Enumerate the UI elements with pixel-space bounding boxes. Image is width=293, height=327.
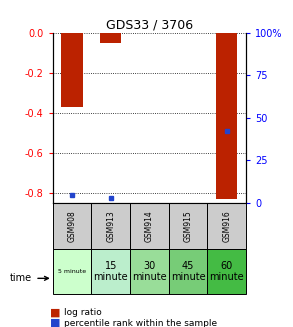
Bar: [207, 203, 246, 249]
Bar: [91, 249, 130, 294]
Bar: [216, 33, 237, 199]
Text: GSM908: GSM908: [68, 210, 76, 242]
Text: 60
minute: 60 minute: [209, 261, 244, 282]
Text: 45
minute: 45 minute: [171, 261, 205, 282]
Text: percentile rank within the sample: percentile rank within the sample: [64, 318, 218, 327]
Text: 30
minute: 30 minute: [132, 261, 167, 282]
Text: GSM913: GSM913: [106, 210, 115, 242]
Text: log ratio: log ratio: [64, 308, 102, 317]
Bar: [53, 249, 91, 294]
Bar: [130, 249, 169, 294]
Bar: [62, 33, 83, 107]
Bar: [91, 203, 130, 249]
Text: ■: ■: [50, 318, 60, 327]
Text: 15
minute: 15 minute: [93, 261, 128, 282]
Text: 5 minute: 5 minute: [58, 269, 86, 274]
Text: GSM915: GSM915: [184, 210, 193, 242]
Text: time: time: [10, 273, 48, 283]
Text: GSM916: GSM916: [222, 210, 231, 242]
Text: GSM914: GSM914: [145, 210, 154, 242]
Text: ■: ■: [50, 308, 60, 318]
Bar: [100, 33, 121, 43]
Bar: [53, 203, 91, 249]
Bar: [130, 203, 169, 249]
Bar: [169, 203, 207, 249]
Bar: [169, 249, 207, 294]
Title: GDS33 / 3706: GDS33 / 3706: [106, 19, 193, 31]
Bar: [207, 249, 246, 294]
